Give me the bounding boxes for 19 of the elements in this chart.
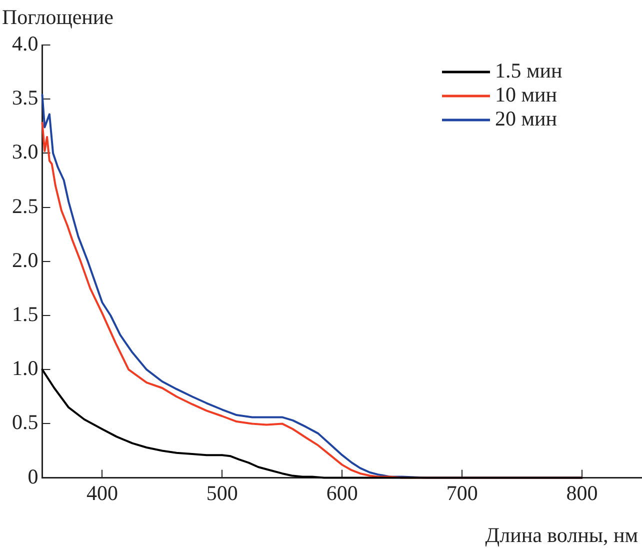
legend-label: 10 мин [495,82,558,107]
y-tick-label: 1.5 [12,302,38,326]
y-tick-label: 0.5 [12,410,38,434]
x-tick-label: 800 [566,480,598,505]
x-tick-label: 600 [326,480,358,505]
y-tick-label: 0 [28,464,38,488]
x-axis-title: Длина волны, нм [485,523,638,548]
y-tick-label: 4.0 [12,32,38,56]
x-tick-label: 400 [86,480,118,505]
legend-label: 1.5 мин [495,58,562,83]
y-tick-label: 2.5 [12,194,38,218]
y-tick-label: 1.0 [12,356,38,380]
y-tick-label: 3.5 [12,86,38,110]
y-tick-label: 3.0 [12,140,38,164]
y-tick-label: 2.0 [12,248,38,272]
legend-label: 20 мин [495,106,558,131]
y-axis-title: Поглощение [2,5,114,30]
x-tick-label: 500 [206,480,238,505]
x-tick-label: 700 [446,480,478,505]
